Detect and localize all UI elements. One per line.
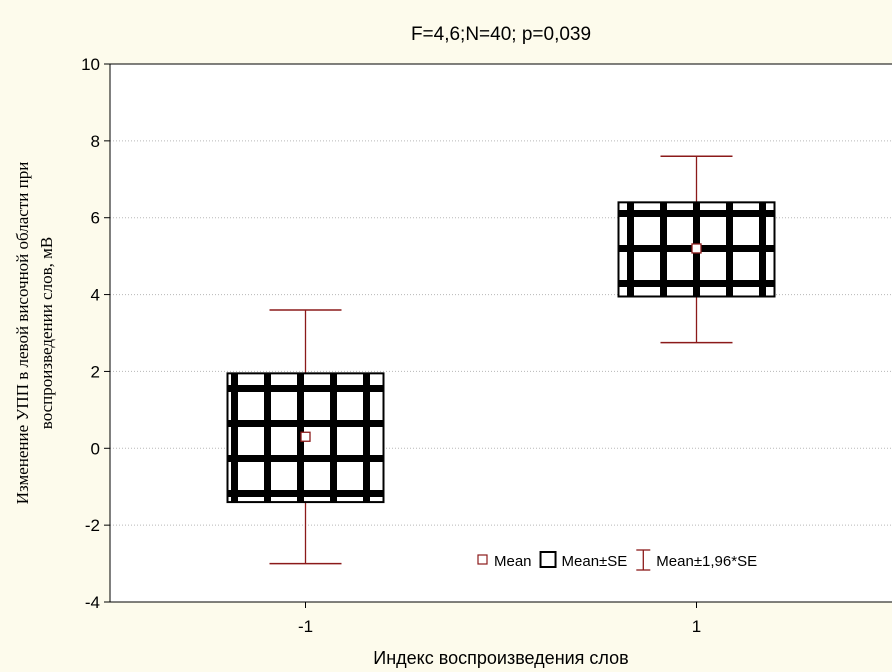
legend-mean-icon (477, 554, 488, 565)
legend-label: Mean±SE (562, 553, 628, 570)
y-tick-label: 2 (91, 362, 100, 381)
y-tick-label: 8 (91, 132, 100, 151)
legend: Mean Mean±SE Mean±1,96*SE (477, 549, 757, 571)
y-axis-label-line1: Изменение УПП в левой височной области п… (13, 162, 32, 505)
y-tick-label: -4 (85, 593, 100, 612)
x-axis-label: Индекс воспроизведения слов (373, 648, 628, 668)
y-tick-label: 0 (91, 439, 100, 458)
y-axis-label-line2: воспроизведении слов, мВ (37, 237, 56, 429)
axes: -4 -2 0 2 4 6 8 10 -1 1 (81, 55, 892, 636)
y-tick-label: 10 (81, 55, 100, 74)
x-tick-label: 1 (692, 617, 701, 636)
legend-box-icon (539, 551, 557, 568)
mean-marker (691, 243, 702, 254)
chart-title: F=4,6;N=40; p=0,039 (411, 24, 591, 45)
y-tick-label: 6 (91, 209, 100, 228)
legend-label: Mean±1,96*SE (656, 553, 757, 570)
legend-label: Mean (494, 553, 532, 570)
boxes (226, 155, 776, 565)
mean-marker (300, 431, 311, 442)
y-tick-label: -2 (85, 516, 100, 535)
y-tick-label: 4 (91, 286, 100, 305)
x-tick-label: -1 (298, 617, 313, 636)
plot-area (110, 64, 892, 602)
